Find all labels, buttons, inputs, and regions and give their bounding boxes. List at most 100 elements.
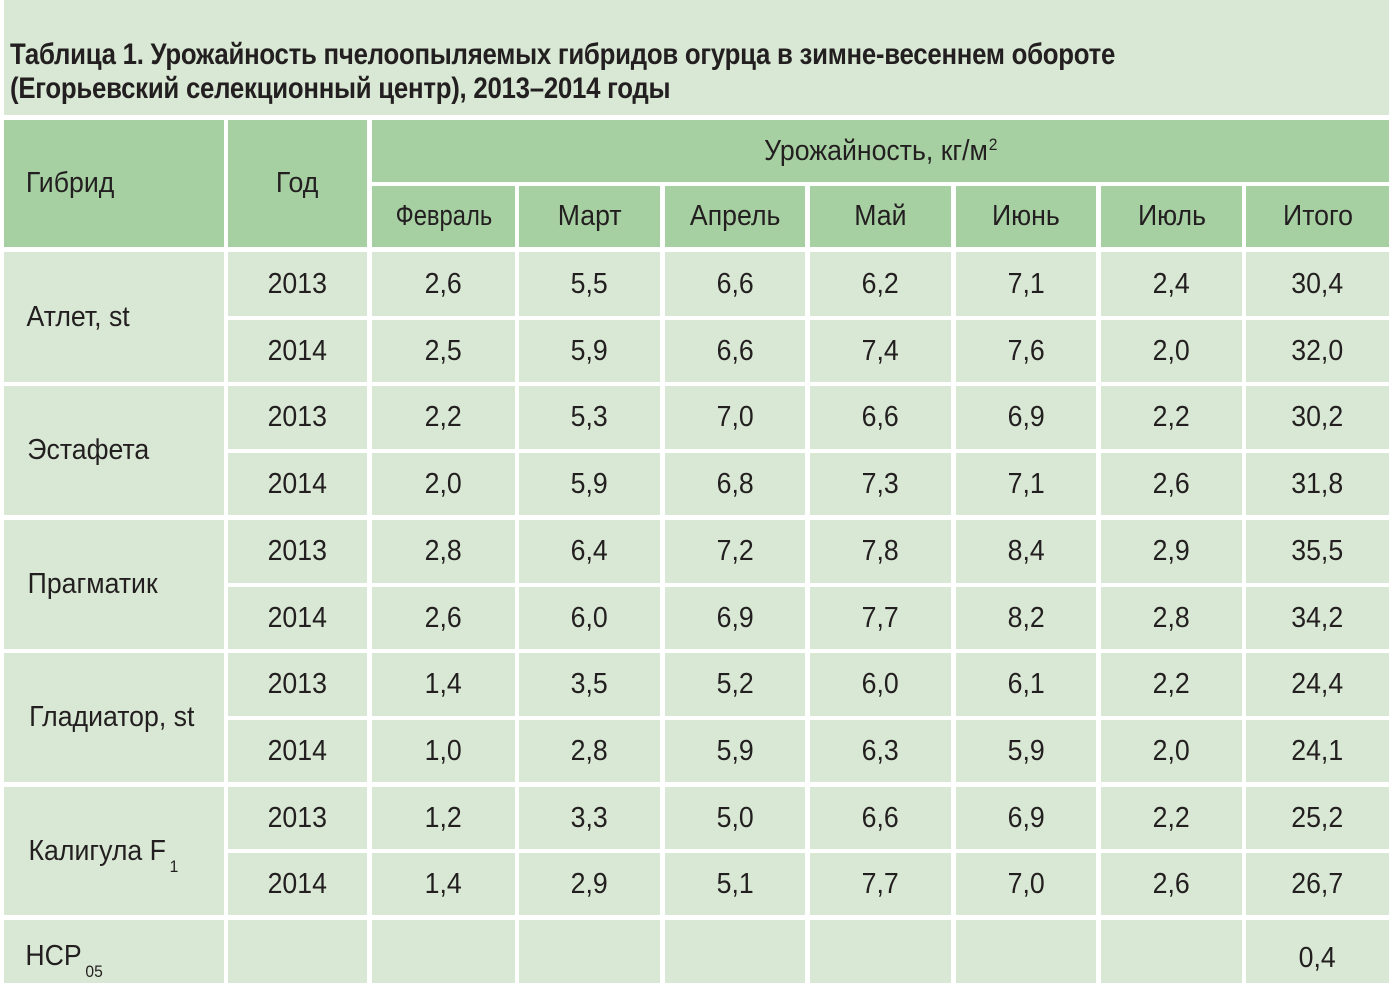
year-cell-text: 2014 [267, 734, 328, 767]
hybrid-name: Гладиатор, st [4, 653, 224, 782]
year-cell: 2014 [228, 853, 367, 915]
value-cell-text: 7,1 [1007, 267, 1045, 300]
value-cell: 6,6 [810, 787, 951, 849]
value-cell: 2,8 [519, 720, 660, 782]
title-band [4, 0, 1389, 115]
year-cell: 2013 [228, 252, 367, 316]
value-cell-text: 2,6 [424, 601, 463, 634]
value-cell: 3,3 [519, 787, 660, 849]
value-cell-text: 2,6 [1152, 467, 1191, 500]
header-month-2-text: Апрель [689, 200, 781, 232]
header-month-4-text: Июнь [992, 200, 1060, 232]
value-cell: 7,7 [810, 587, 951, 649]
value-cell-text: 6,0 [861, 668, 900, 700]
header-yield-group: Урожайность, кг/м2 [372, 120, 1389, 182]
value-cell-text: 1,4 [424, 668, 463, 700]
value-cell: 7,0 [665, 386, 805, 449]
footer-label-subscript: 05 [85, 962, 103, 981]
value-cell-text: 6,1 [1007, 668, 1045, 700]
value-cell-text: 32,0 [1291, 334, 1344, 367]
value-cell-text: 7,7 [861, 867, 900, 900]
value-cell-text: 2,2 [1152, 668, 1191, 700]
header-month-3: Май [810, 186, 951, 247]
year-cell-text: 2013 [267, 401, 328, 433]
value-cell-text: 6,6 [861, 801, 900, 834]
value-cell-text: 5,5 [570, 267, 609, 300]
value-cell: 5,9 [519, 320, 660, 382]
value-cell-text: 2,2 [1152, 401, 1191, 433]
value-cell-text: 7,0 [1007, 867, 1045, 900]
footer-year-cell [228, 920, 367, 983]
header-yield-unit-superscript: 2 [988, 134, 998, 154]
value-cell: 30,4 [1246, 252, 1389, 316]
value-cell: 31,8 [1246, 453, 1389, 515]
year-cell-text: 2014 [267, 867, 328, 900]
header-month-2: Апрель [665, 186, 805, 247]
value-cell: 2,0 [1101, 320, 1242, 382]
value-cell-text: 2,2 [424, 401, 463, 433]
value-cell: 2,2 [1101, 653, 1242, 716]
value-cell: 7,2 [665, 520, 805, 583]
value-cell: 34,2 [1246, 587, 1389, 649]
value-cell-text: 24,1 [1291, 734, 1344, 767]
value-cell: 7,4 [810, 320, 951, 382]
value-cell-text: 6,8 [716, 467, 754, 500]
year-cell-text: 2014 [267, 334, 328, 367]
value-cell-text: 6,6 [716, 334, 754, 367]
value-cell-text: 31,8 [1291, 467, 1344, 500]
value-cell: 24,4 [1246, 653, 1389, 716]
title-line-2: (Егорьевский селекционный центр), 2013–2… [10, 72, 671, 105]
value-cell-text: 6,0 [570, 601, 609, 634]
value-cell: 5,2 [665, 653, 805, 716]
value-cell-text: 2,0 [1152, 734, 1191, 767]
value-cell-text: 2,8 [424, 535, 463, 567]
value-cell: 2,6 [372, 252, 515, 316]
value-cell: 7,7 [810, 853, 951, 915]
value-cell-text: 7,8 [861, 535, 900, 567]
value-cell: 7,0 [956, 853, 1096, 915]
value-cell-text: 7,7 [861, 601, 900, 634]
value-cell-text: 7,6 [1007, 334, 1045, 367]
value-cell: 6,9 [956, 386, 1096, 449]
value-cell-text: 5,9 [570, 334, 609, 367]
footer-value-cell [519, 920, 660, 983]
header-month-5: Июль [1101, 186, 1242, 247]
value-cell: 6,0 [519, 587, 660, 649]
value-cell: 7,3 [810, 453, 951, 515]
value-cell: 5,9 [956, 720, 1096, 782]
year-cell: 2013 [228, 520, 367, 583]
value-cell: 5,1 [665, 853, 805, 915]
value-cell: 32,0 [1246, 320, 1389, 382]
header-year-text: Год [276, 167, 319, 199]
footer-value-cell [1101, 920, 1242, 983]
hybrid-name: Атлет, st [4, 252, 224, 382]
value-cell: 26,7 [1246, 853, 1389, 915]
footer-value-cell: 0,4 [1246, 920, 1389, 983]
value-cell-text: 24,4 [1291, 668, 1344, 700]
value-cell-text: 30,4 [1291, 267, 1344, 300]
value-cell-text: 2,0 [1152, 334, 1191, 367]
header-month-6-text: Итого [1282, 200, 1353, 232]
value-cell: 5,9 [519, 453, 660, 515]
value-cell: 6,9 [956, 787, 1096, 849]
value-cell: 6,9 [665, 587, 805, 649]
value-cell: 25,2 [1246, 787, 1389, 849]
value-cell-text: 6,4 [570, 535, 609, 567]
value-cell-text: 2,9 [1152, 535, 1191, 567]
value-cell: 7,8 [810, 520, 951, 583]
value-cell-text: 34,2 [1291, 601, 1344, 634]
value-cell-text: 3,3 [570, 801, 609, 834]
value-cell-text: 5,0 [716, 801, 754, 834]
value-cell: 8,4 [956, 520, 1096, 583]
value-cell-text: 35,5 [1291, 535, 1344, 567]
value-cell: 6,6 [810, 386, 951, 449]
year-cell: 2014 [228, 720, 367, 782]
value-cell: 5,0 [665, 787, 805, 849]
year-cell-text: 2013 [267, 535, 328, 567]
value-cell: 2,0 [372, 453, 515, 515]
header-yield-group-text: Урожайность, кг/м2 [763, 134, 998, 167]
value-cell: 2,6 [372, 587, 515, 649]
value-cell: 6,3 [810, 720, 951, 782]
value-cell: 1,4 [372, 653, 515, 716]
